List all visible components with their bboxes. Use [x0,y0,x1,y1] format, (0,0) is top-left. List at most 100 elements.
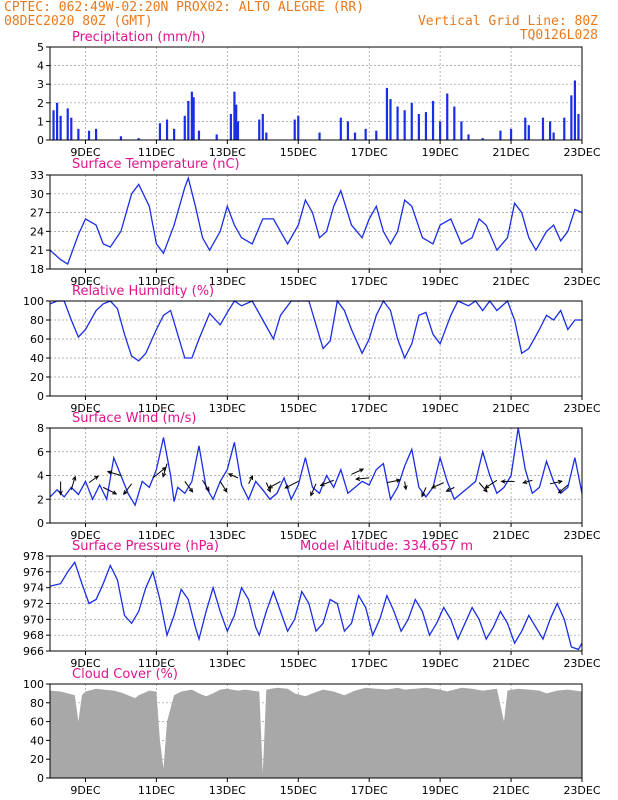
wind-arrow [484,479,498,489]
wind-arrow [102,486,117,495]
rh-ytick-label: 0 [37,390,44,403]
press-subtitle: Model Altitude: 334.657 m [300,539,473,554]
precip-bar [70,117,73,140]
press-xtick-label: 23DEC [563,657,600,670]
wind-arrow-head [72,475,77,481]
temp-xtick-label: 21DEC [493,275,530,288]
precip-bar [59,115,62,140]
precip-xtick-label: 15DEC [280,146,317,159]
wind-arrow-head [430,484,436,489]
wind-arrow [268,481,281,489]
rh-xtick-label: 9DEC [70,402,100,415]
cloud-ytick-label: 40 [30,734,44,747]
press-xtick-label: 21DEC [493,657,530,670]
precip-ytick-label: 4 [37,60,44,73]
precip-bar [318,132,321,140]
precip-bar [197,130,201,140]
wind-arrow-head [557,479,563,485]
precip-xtick-label: 13DEC [209,146,246,159]
press-title: Surface Pressure (hPa) [72,539,219,554]
wind-arrow [523,479,533,484]
precip-bar [339,117,342,140]
wind-xtick-label: 19DEC [422,529,459,542]
precip-xtick-label: 11DEC [138,146,175,159]
temp-xtick-label: 11DEC [138,275,175,288]
press-xtick-label: 11DEC [138,657,175,670]
precip-bar [577,113,580,140]
wind-arrow-head [227,473,233,478]
press-ytick-label: 970 [23,613,44,626]
temp-ytick-label: 18 [30,263,44,276]
temp-ytick-label: 27 [30,207,44,220]
wind-arrow [202,479,210,491]
precip-bar [403,110,406,140]
precip-xtick-label: 23DEC [563,146,600,159]
precip-frame [49,46,583,141]
precip-bar [192,97,195,140]
temp-ytick-label: 21 [30,244,44,257]
temp-ytick-label: 24 [30,225,44,238]
press-xtick-label: 17DEC [351,657,388,670]
precip-ytick-label: 2 [37,97,44,110]
precip-bar [265,132,268,140]
wind-arrow [88,475,99,484]
precip-bar [119,136,123,140]
precip-bar [524,117,527,140]
precip-ytick-label: 0 [37,134,44,147]
precip-ytick-label: 3 [37,78,44,91]
wind-arrow-head [106,470,112,475]
precip-bar [346,121,350,140]
cloud-title: Cloud Cover (%) [72,667,178,682]
rh-xtick-label: 23DEC [563,402,600,415]
wind-arrow-head [355,476,361,482]
precip-bar [467,134,470,140]
cloud-frame [49,683,583,779]
precip-bar [66,108,69,140]
precip-bar [424,112,428,140]
wind-arrow-head [249,474,254,481]
temp-xtick-label: 19DEC [422,275,459,288]
wind-arrow [431,482,444,489]
precip-bar [541,117,545,140]
wind-xtick-label: 11DEC [138,529,175,542]
press-ytick-label: 972 [23,598,44,611]
wind-arrow [123,483,132,495]
rh-ytick-label: 20 [30,371,44,384]
wind-line [49,427,583,507]
wind-xtick-label: 9DEC [70,529,100,542]
wind-arrow [446,486,455,492]
precip-bar [563,117,566,140]
wind-arrow [285,480,299,489]
temp-xtick-label: 15DEC [280,275,317,288]
rh-line [49,299,582,362]
precip-bar [158,123,162,140]
rh-xtick-label: 13DEC [209,402,246,415]
wind-arrow-head [403,485,408,491]
precip-bar [446,93,449,140]
cloud-xtick-label: 17DEC [351,784,388,797]
precip-bar [183,115,186,140]
wind-arrow-head [421,492,426,498]
wind-xtick-label: 13DEC [209,529,246,542]
wind-arrow-head [284,484,290,489]
precip-xtick-label: 9DEC [70,146,100,159]
wind-arrow [351,468,364,475]
header-run-id: TQ0126L028 [519,28,598,43]
precip-bar [229,113,232,140]
cloud-xtick-label: 11DEC [138,784,175,797]
wind-arrow [558,484,569,494]
precip-bar [570,95,573,140]
cloud-ytick-label: 80 [30,697,44,710]
wind-arrow-head [58,490,63,496]
precip-title: Precipitation (mm/h) [72,30,205,45]
wind-arrow [320,479,334,486]
cloud-ytick-label: 60 [30,716,44,729]
temp-xtick-label: 9DEC [70,275,100,288]
wind-arrow-head [310,491,315,497]
wind-arrow [386,479,401,484]
precip-bar [235,104,238,140]
precip-bar [439,121,442,140]
wind-ytick-label: 4 [37,470,44,483]
precip-bar [460,121,463,140]
